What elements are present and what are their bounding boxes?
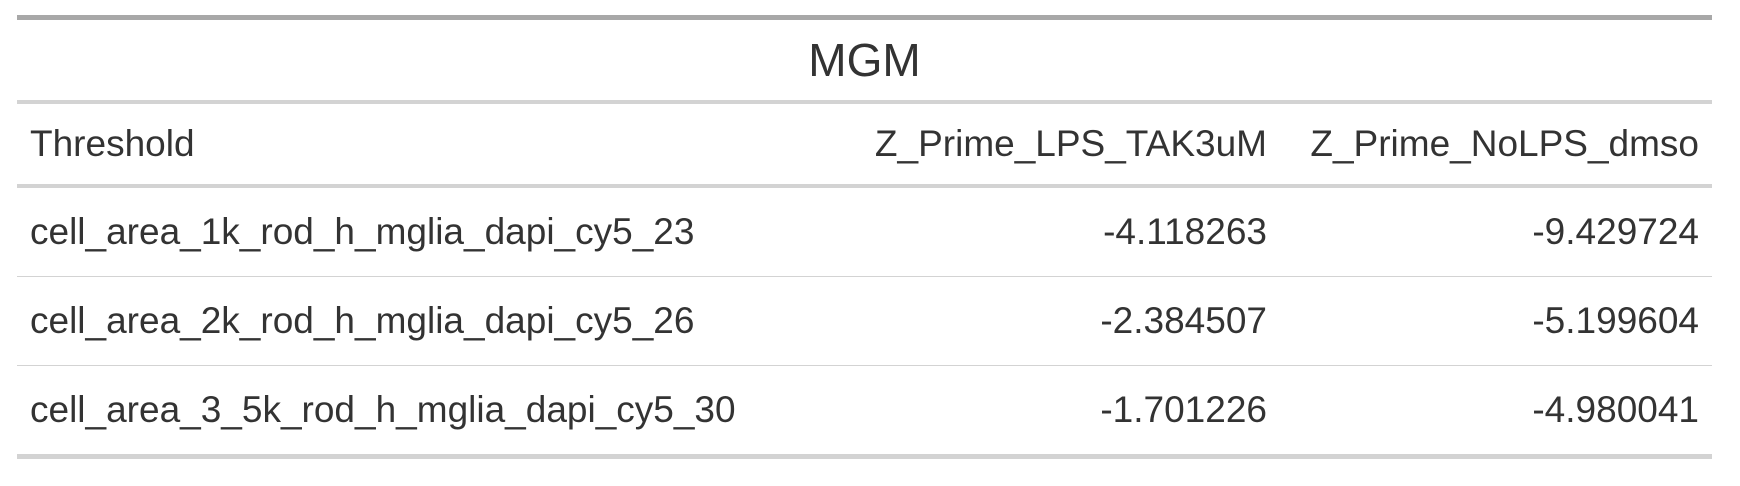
z-prime-lps-tak3um-cell: -2.384507: [835, 277, 1280, 366]
threshold-cell: cell_area_3_5k_rod_h_mglia_dapi_cy5_30: [17, 366, 835, 457]
column-header-row: Threshold Z_Prime_LPS_TAK3uM Z_Prime_NoL…: [17, 102, 1712, 186]
table-row: cell_area_2k_rod_h_mglia_dapi_cy5_26 -2.…: [17, 277, 1712, 366]
data-table: MGM Threshold Z_Prime_LPS_TAK3uM Z_Prime…: [17, 15, 1712, 459]
table-title: MGM: [17, 18, 1712, 103]
z-prime-nolps-dmso-cell: -4.980041: [1280, 366, 1712, 457]
threshold-cell: cell_area_2k_rod_h_mglia_dapi_cy5_26: [17, 277, 835, 366]
z-prime-lps-tak3um-cell: -4.118263: [835, 186, 1280, 277]
column-header-threshold: Threshold: [17, 102, 835, 186]
table-row: cell_area_1k_rod_h_mglia_dapi_cy5_23 -4.…: [17, 186, 1712, 277]
table-title-row: MGM: [17, 18, 1712, 103]
table-row: cell_area_3_5k_rod_h_mglia_dapi_cy5_30 -…: [17, 366, 1712, 457]
z-prime-lps-tak3um-cell: -1.701226: [835, 366, 1280, 457]
threshold-cell: cell_area_1k_rod_h_mglia_dapi_cy5_23: [17, 186, 835, 277]
z-prime-nolps-dmso-cell: -9.429724: [1280, 186, 1712, 277]
column-header-z-prime-nolps-dmso: Z_Prime_NoLPS_dmso: [1280, 102, 1712, 186]
z-prime-nolps-dmso-cell: -5.199604: [1280, 277, 1712, 366]
column-header-z-prime-lps-tak3um: Z_Prime_LPS_TAK3uM: [835, 102, 1280, 186]
